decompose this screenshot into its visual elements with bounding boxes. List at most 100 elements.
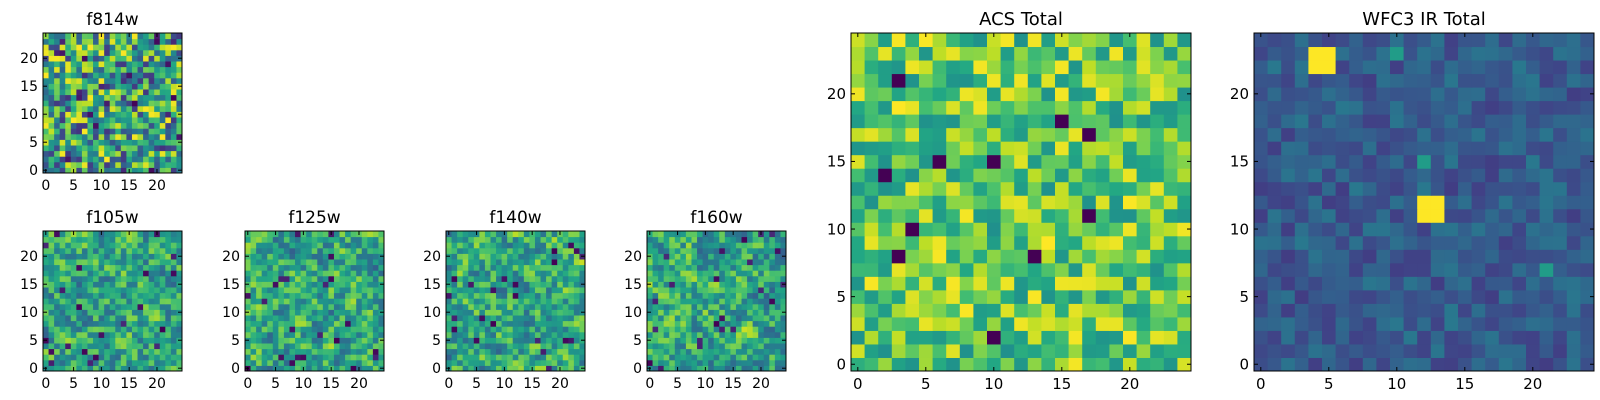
heatmap-cell: [1376, 262, 1391, 277]
heatmap-cell: [457, 298, 464, 305]
heatmap-cell: [462, 309, 469, 316]
heatmap-cell: [546, 253, 553, 260]
heatmap-cell: [70, 156, 77, 163]
heatmap-cell: [523, 253, 530, 260]
heatmap-cell: [1390, 127, 1405, 142]
heatmap-cell: [1109, 262, 1124, 277]
heatmap-cell: [1082, 289, 1097, 304]
heatmap-cell: [529, 287, 536, 294]
heatmap-cell: [1150, 330, 1165, 345]
heatmap-cell: [763, 359, 770, 366]
heatmap-cell: [170, 55, 177, 62]
heatmap-cell: [70, 264, 77, 271]
heatmap-cell: [891, 60, 906, 75]
heatmap-cell: [1539, 127, 1554, 142]
heatmap-cell: [59, 253, 66, 260]
heatmap-cell: [120, 331, 127, 338]
heatmap-cell: [680, 309, 687, 316]
heatmap-cell: [115, 94, 122, 101]
heatmap-cell: [1512, 276, 1527, 291]
heatmap-cell: [295, 337, 302, 344]
heatmap-cell: [658, 303, 665, 310]
heatmap-cell: [54, 100, 61, 107]
heatmap-cell: [708, 348, 715, 355]
heatmap-cell: [159, 117, 166, 124]
heatmap-cell: [468, 231, 475, 238]
heatmap-cell: [339, 247, 346, 254]
y-tick-label: 10: [222, 305, 240, 321]
heatmap-cell: [763, 331, 770, 338]
heatmap-cell: [579, 298, 586, 305]
heatmap-cell: [1055, 73, 1070, 88]
heatmap-cell: [496, 242, 503, 249]
heatmap-cell: [109, 89, 116, 96]
heatmap-cell: [973, 343, 988, 358]
heatmap-cell: [1041, 343, 1056, 358]
heatmap-cell: [1082, 154, 1097, 169]
heatmap-cell: [987, 289, 1002, 304]
heatmap-cell: [1150, 127, 1165, 142]
heatmap-cell: [350, 236, 357, 243]
heatmap-cell: [87, 38, 94, 45]
x-tick-label: 15: [322, 376, 340, 392]
heatmap-cell: [1041, 33, 1056, 48]
heatmap-cell: [462, 292, 469, 299]
heatmap-cell: [674, 287, 681, 294]
heatmap-cell: [1281, 60, 1296, 75]
heatmap-cell: [278, 331, 285, 338]
heatmap-cell: [702, 259, 709, 266]
heatmap-cell: [1095, 100, 1110, 115]
heatmap-cell: [523, 315, 530, 322]
heatmap-cell: [159, 247, 166, 254]
heatmap-cell: [507, 264, 514, 271]
heatmap-cell: [65, 117, 72, 124]
heatmap-cell: [496, 298, 503, 305]
heatmap-cell: [126, 161, 133, 168]
heatmap-cell: [137, 150, 144, 157]
heatmap-cell: [1566, 357, 1581, 372]
heatmap-cell: [300, 348, 307, 355]
heatmap-cell: [702, 359, 709, 366]
heatmap-cell: [562, 359, 569, 366]
y-tick-label: 15: [20, 277, 38, 293]
heatmap-cell: [462, 303, 469, 310]
heatmap-cell: [680, 281, 687, 288]
heatmap-cell: [674, 326, 681, 333]
heatmap-cell: [457, 354, 464, 361]
heatmap-cell: [81, 72, 88, 79]
heatmap-cell: [93, 359, 100, 366]
heatmap-cell: [512, 292, 519, 299]
heatmap-cell: [1150, 33, 1165, 48]
heatmap-cell: [76, 33, 83, 40]
heatmap-cell: [663, 337, 670, 344]
heatmap-cell: [295, 292, 302, 299]
heatmap-cell: [104, 139, 111, 146]
heatmap-cell: [1335, 168, 1350, 183]
heatmap-cell: [137, 292, 144, 299]
heatmap-cell: [1444, 208, 1459, 223]
heatmap-cell: [540, 281, 547, 288]
heatmap-cell: [1526, 330, 1541, 345]
heatmap-cell: [501, 270, 508, 277]
heatmap-cell: [741, 320, 748, 327]
heatmap-cell: [473, 281, 480, 288]
heatmap-cell: [289, 309, 296, 316]
heatmap-cell: [1580, 262, 1595, 277]
heatmap-cell: [328, 343, 335, 350]
heatmap-cell: [747, 365, 754, 372]
heatmap-cell: [669, 231, 676, 238]
heatmap-cell: [65, 354, 72, 361]
heatmap-cell: [170, 275, 177, 282]
heatmap-cell: [65, 275, 72, 282]
heatmap-cell: [973, 330, 988, 345]
heatmap-cell: [356, 270, 363, 277]
heatmap-cell: [159, 44, 166, 51]
heatmap-cell: [647, 236, 654, 243]
heatmap-cell: [143, 281, 150, 288]
heatmap-cell: [568, 242, 575, 249]
heatmap-cell: [987, 235, 1002, 250]
heatmap-cell: [697, 275, 704, 282]
heatmap-cell: [959, 33, 974, 48]
heatmap-cell: [851, 222, 866, 237]
heatmap-cell: [87, 264, 94, 271]
